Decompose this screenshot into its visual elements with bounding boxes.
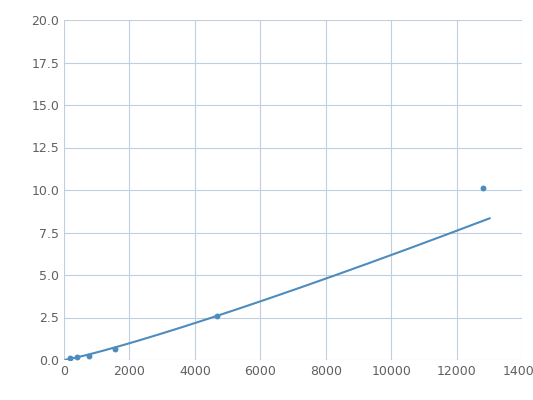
Point — [72, 354, 81, 361]
Point — [213, 313, 221, 319]
Point — [66, 355, 75, 362]
Point — [479, 185, 487, 192]
Point — [85, 353, 94, 360]
Point — [111, 346, 119, 352]
